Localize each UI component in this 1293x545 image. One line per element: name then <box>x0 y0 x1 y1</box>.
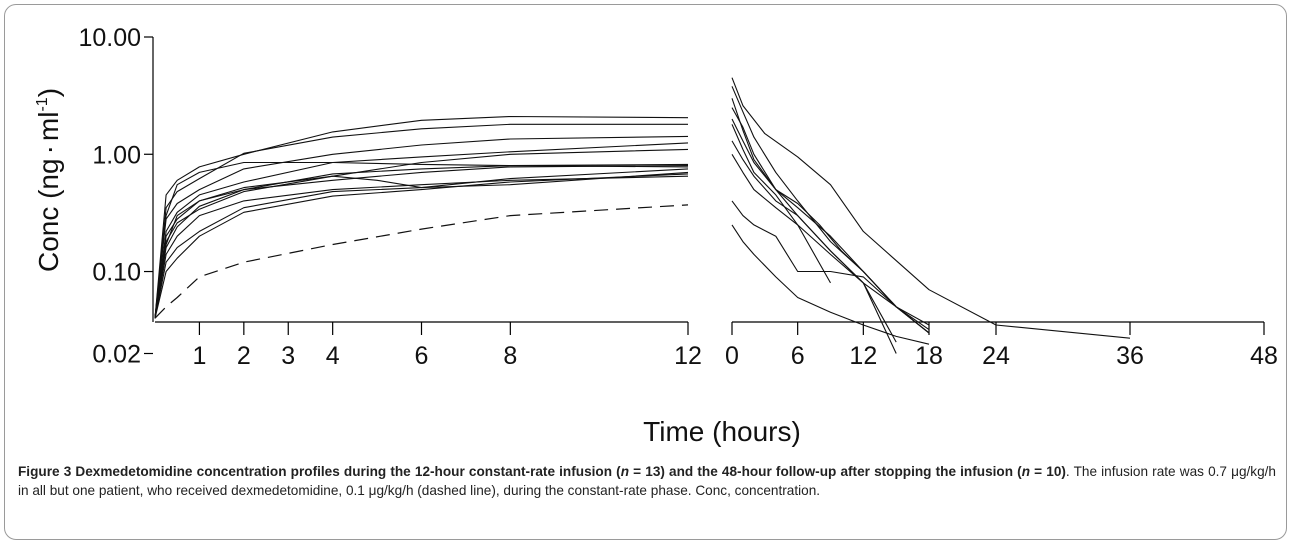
series-line-follow-up-4 <box>731 107 897 343</box>
series-line-follow-up-5 <box>731 118 930 331</box>
y-tick-label: 0.10 <box>92 259 141 287</box>
y-axis-title-dot: · <box>33 145 64 154</box>
series-line-follow-up-7 <box>731 140 930 334</box>
series-line-infusion-7 <box>154 165 689 319</box>
series-line-infusion-1 <box>154 115 689 319</box>
y-axis-title-exponent: -1 <box>34 97 51 111</box>
x-tick-label: 48 <box>1250 342 1278 370</box>
series-line-infusion-8 <box>154 163 689 319</box>
x-tick-label: 12 <box>849 342 877 370</box>
series-line-infusion-9 <box>154 168 689 319</box>
series-line-infusion-4 <box>154 142 689 319</box>
series-line-follow-up-8 <box>731 154 897 354</box>
x-tick-label: 8 <box>503 342 517 370</box>
series-line-follow-up-9 <box>731 200 930 334</box>
caption-n-1: n <box>620 464 630 479</box>
y-tick-label: 0.02 <box>92 341 141 369</box>
caption-n-2: n <box>1021 464 1031 479</box>
series-line-follow-up-2 <box>731 86 930 334</box>
plot-area: 10.001.000.100.02 1 2 3 4 6 8 12 0 6 12 18 24 36 48 <box>78 24 1277 370</box>
series-line-infusion-11 <box>154 171 689 319</box>
caption-title-part-2: = 13) and the 48-hour follow-up after st… <box>629 464 1022 479</box>
series-line-follow-up-1 <box>731 77 1131 339</box>
x-tick-label: 6 <box>415 342 429 370</box>
series-line-infusion-5 <box>154 161 689 319</box>
x-tick-label: 3 <box>281 342 295 370</box>
caption-body: . The infusion rate was 0.7 μg/kg/h in a… <box>18 464 1276 498</box>
x-axis-title: Time (hours) <box>643 416 801 447</box>
series-line-infusion-13 <box>154 204 689 319</box>
y-axis-title: Conc (ng · ml-1) <box>33 88 64 272</box>
x-tick-label: 18 <box>915 342 943 370</box>
caption-title-part-3: = 10) <box>1030 464 1066 479</box>
series-line-infusion-6 <box>154 148 689 319</box>
x-tick-label: 6 <box>791 342 805 370</box>
series-line-infusion-3 <box>154 135 689 319</box>
y-axis-title-close: ) <box>33 88 64 97</box>
y-tick-label: 1.00 <box>92 141 141 169</box>
x-tick-label: 12 <box>674 342 702 370</box>
series-line-infusion-12 <box>154 173 689 319</box>
figure-frame <box>4 4 1287 540</box>
series-line-follow-up-10 <box>731 224 930 345</box>
series-line-follow-up-6 <box>731 124 831 284</box>
x-tick-label: 24 <box>982 342 1010 370</box>
x-tick-label: 2 <box>237 342 251 370</box>
svg-text:Conc (ng·ml-1): Conc (ng · ml-1) <box>33 88 64 272</box>
y-tick-label: 10.00 <box>78 24 141 52</box>
y-axis-title-main: Conc (ng <box>33 158 64 272</box>
figure-caption: Figure 3 Dexmedetomidine concentration p… <box>18 462 1276 500</box>
caption-title-part-1: Dexmedetomidine concentration profiles d… <box>71 464 621 479</box>
x-tick-label: 4 <box>326 342 340 370</box>
x-tick-label: 1 <box>192 342 206 370</box>
series-line-infusion-10 <box>154 175 689 319</box>
y-axis-title-unit: ml <box>33 112 64 142</box>
x-tick-label: 0 <box>725 342 739 370</box>
caption-figure-label: Figure 3 <box>18 464 72 479</box>
series-line-infusion-2 <box>154 123 688 319</box>
x-tick-label: 36 <box>1116 342 1144 370</box>
series-line-follow-up-3 <box>731 98 930 326</box>
